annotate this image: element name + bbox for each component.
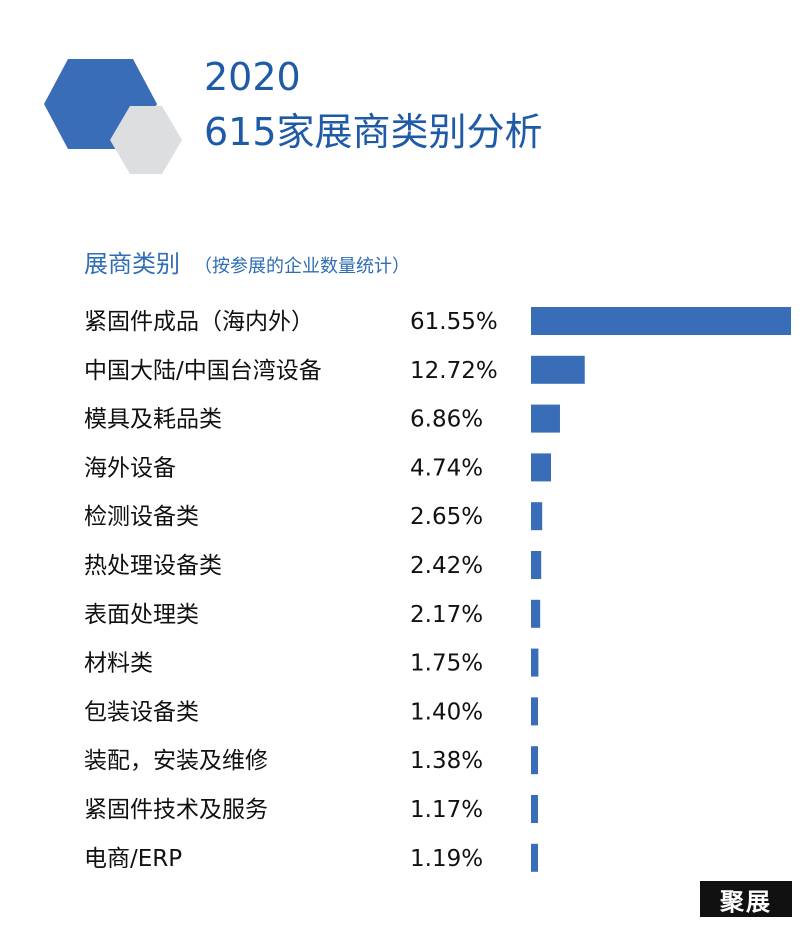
category-subheader: 展商类别 （按参展的企业数量统计） (84, 244, 410, 279)
category-label: 材料类 (84, 651, 153, 677)
value-label: 2.42% (410, 553, 483, 579)
value-label: 61.55% (410, 309, 498, 335)
hexagon-logo-icon (44, 59, 182, 174)
category-label: 装配，安装及维修 (84, 748, 268, 774)
value-label: 6.86% (410, 407, 483, 433)
bar (531, 404, 560, 433)
category-label: 热处理设备类 (84, 553, 222, 579)
bar (531, 502, 543, 531)
category-label: 紧固件技术及服务 (84, 797, 268, 823)
category-label: 紧固件成品（海内外） (84, 309, 314, 335)
page-title: 615家展商类别分析 (204, 110, 543, 154)
category-label: 电商/ERP (84, 846, 182, 872)
bar (531, 795, 538, 823)
category-label: 包装设备类 (84, 699, 199, 725)
watermark-logo: 聚展 (700, 881, 792, 917)
category-label: 模具及耗品类 (84, 407, 222, 433)
bar (531, 697, 538, 726)
value-label: 1.38% (410, 748, 483, 774)
category-label: 检测设备类 (84, 504, 199, 530)
bar (531, 551, 542, 579)
bar (531, 453, 552, 482)
value-label: 2.65% (410, 504, 483, 530)
value-label: 1.40% (410, 699, 483, 725)
value-label: 4.74% (410, 455, 483, 481)
category-label: 展商类别 (84, 250, 180, 278)
bar (531, 355, 585, 384)
value-label: 1.75% (410, 651, 483, 677)
bar (531, 843, 538, 872)
category-label: 表面处理类 (84, 602, 199, 628)
bar (531, 599, 541, 628)
value-label: 12.72% (410, 358, 498, 384)
value-label: 1.17% (410, 797, 483, 823)
category-note: （按参展的企业数量统计） (194, 256, 410, 277)
value-label: 2.17% (410, 602, 483, 628)
hexagon-small (110, 106, 182, 174)
bar (531, 648, 539, 677)
category-label: 海外设备 (84, 455, 176, 481)
bar (531, 307, 791, 335)
category-label: 中国大陆/中国台湾设备 (84, 358, 322, 384)
value-label: 1.19% (410, 846, 483, 872)
bar (531, 746, 538, 775)
title-year: 2020 (204, 55, 301, 99)
